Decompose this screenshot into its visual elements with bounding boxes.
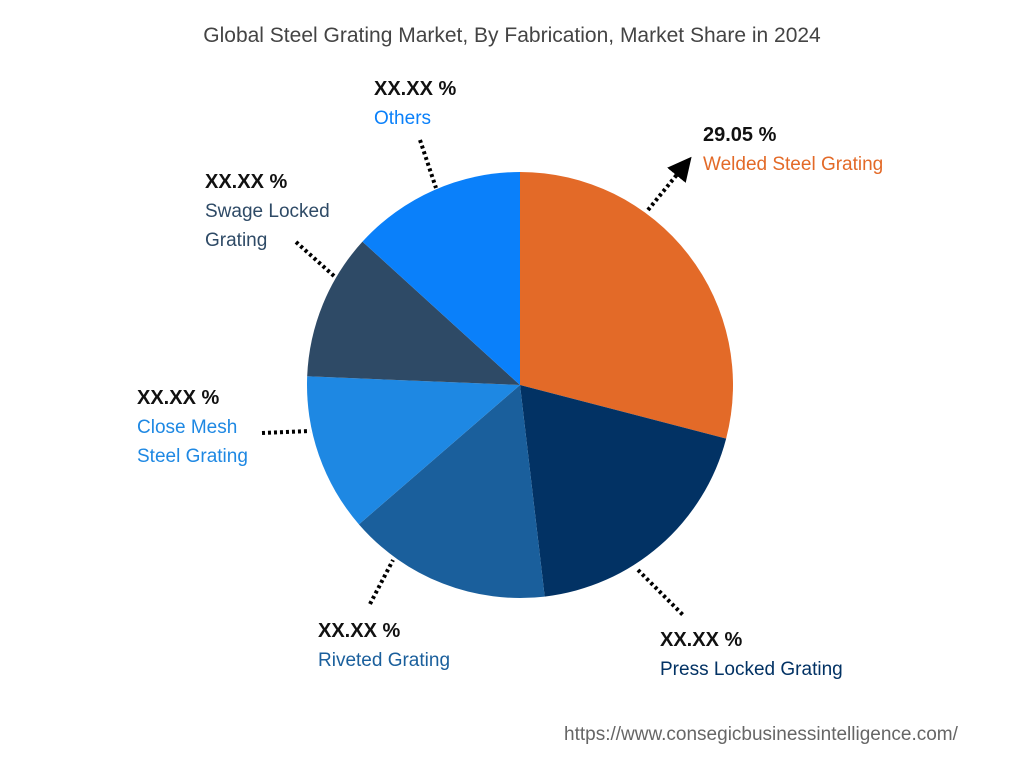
leader-others [418,139,438,189]
pie-slice-close-mesh-steel-grating [307,376,520,525]
source-url[interactable]: https://www.consegicbusinessintelligence… [564,724,958,745]
slice-label: Welded Steel Grating [703,154,884,175]
value-label: XX.XX % [137,387,220,409]
label-press: XX.XX % Press Locked Grating [660,626,843,684]
pie-slice-others [362,172,520,385]
value-label: XX.XX % [205,171,288,193]
label-swage: XX.XX % Swage Locked Grating [205,168,330,255]
pie-slice-riveted-grating [358,385,545,598]
pie-slice-swage-locked-grating [307,241,520,385]
slice-label: Others [374,108,432,129]
label-closemesh: XX.XX % Close Mesh Steel Grating [137,384,248,471]
label-others: XX.XX % Others [374,75,456,133]
value-label: XX.XX % [318,620,401,642]
pie-slice-welded-steel-grating [520,172,733,439]
slice-label: Steel Grating [137,446,248,467]
slice-label: Riveted Grating [318,650,451,671]
value-label: 29.05 % [703,124,777,146]
slice-label: Swage Locked [205,201,330,222]
leader-closemesh [261,429,311,435]
slice-label: Close Mesh [137,417,238,438]
label-welded: 29.05 % Welded Steel Grating [703,121,883,179]
leader-press [636,568,686,618]
slice-label: Press Locked Grating [660,659,843,680]
pie-slice-press-locked-grating [520,385,727,597]
label-riveted: XX.XX % Riveted Grating [318,617,450,675]
value-label: XX.XX % [660,629,743,651]
value-label: XX.XX % [374,78,457,100]
chart-title: Global Steel Grating Market, By Fabricat… [203,24,821,47]
leader-swage [294,240,336,278]
slice-label: Grating [205,230,268,251]
leader-welded [646,156,692,212]
leader-riveted [368,559,395,605]
